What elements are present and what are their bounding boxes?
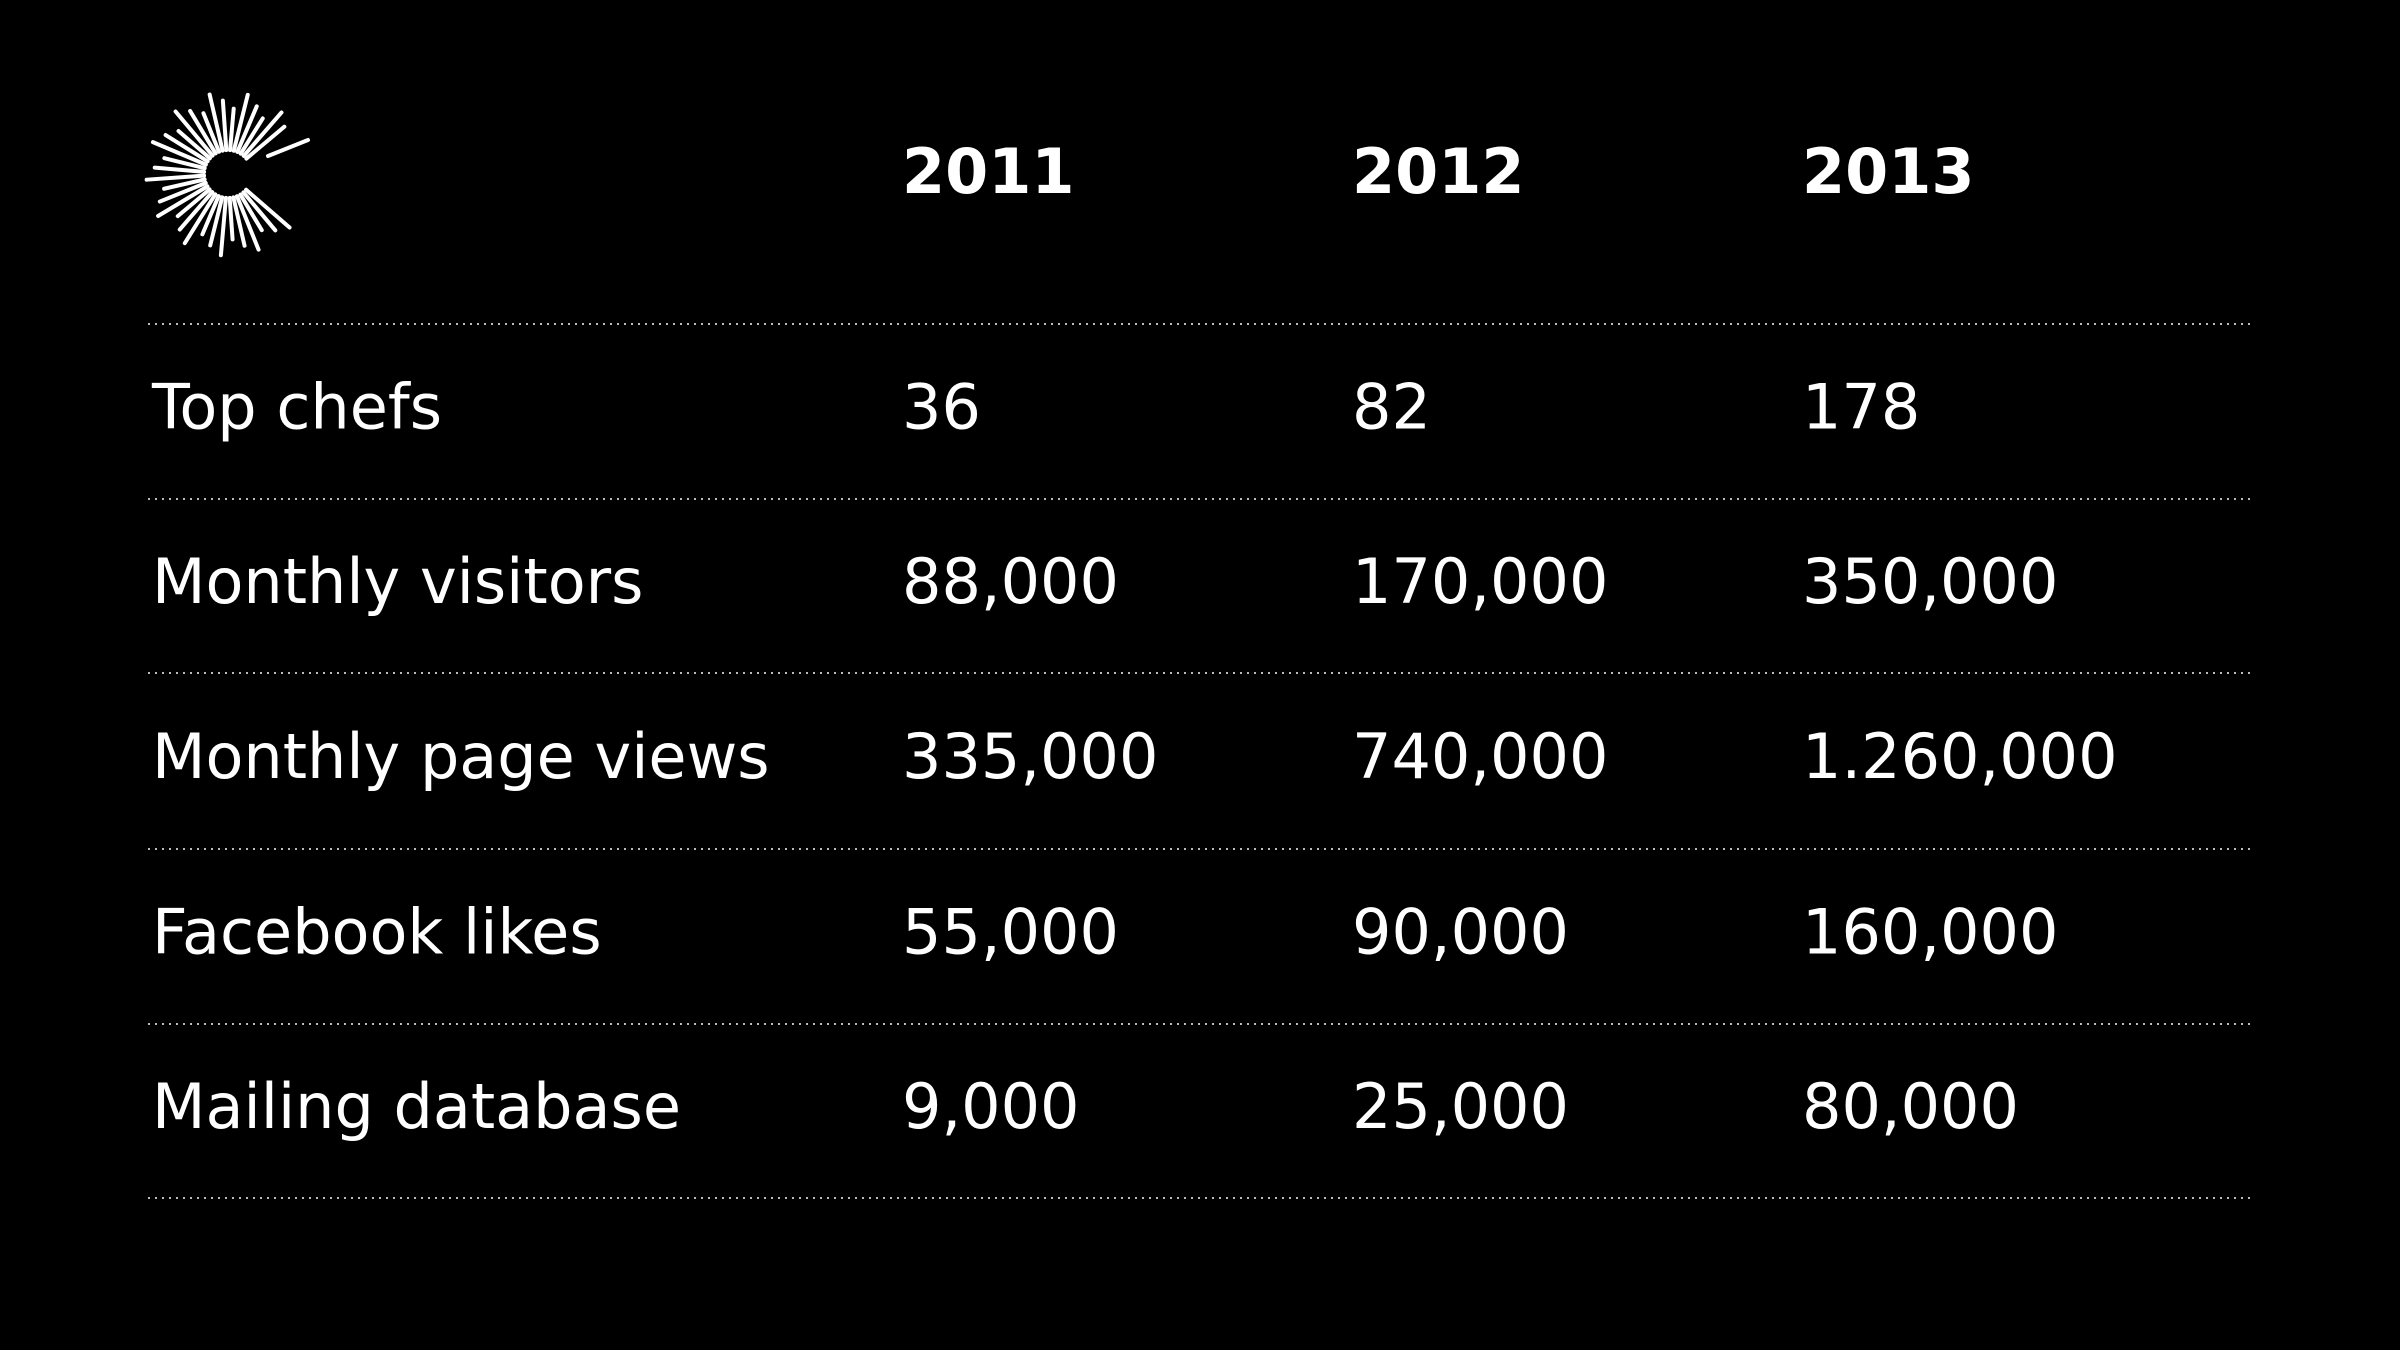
logo-ray [238,192,264,233]
logo [144,92,310,258]
logo-ray [234,194,261,252]
logo-ray [208,195,225,248]
cell-value: 88,000 [902,545,1119,618]
logo-ray [235,104,259,154]
row-label: Facebook likes [152,896,602,969]
logo-ray [157,180,208,204]
column-header: 2011 [902,135,1075,208]
logo-ray [238,116,265,156]
logo-ray [220,98,229,153]
logo-ray [227,195,235,242]
logo-ray [218,195,228,258]
logo-ray [182,192,218,246]
logo-ray [244,187,292,230]
logo-ray [244,124,287,161]
row-label: Top chefs [151,371,442,444]
logo-ray [144,173,207,182]
logo-ray [188,108,218,156]
cell-value: 90,000 [1352,896,1569,969]
logo-ray [266,138,310,158]
logo-ray [231,195,247,248]
logo-ray [231,92,250,153]
logo-ray [156,184,210,219]
cell-value: 350,000 [1802,545,2058,618]
row-label: Mailing database [152,1070,681,1143]
column-header: 2013 [1802,135,1975,208]
cell-value: 335,000 [902,720,1158,793]
row-label: Monthly page views [152,720,770,793]
cell-value: 1.260,000 [1802,720,2118,793]
cell-value: 80,000 [1802,1070,2019,1143]
logo-ray [200,194,221,237]
column-header: 2012 [1352,135,1525,208]
row-label: Monthly visitors [152,545,643,618]
cell-value: 170,000 [1352,545,1608,618]
cell-value: 160,000 [1802,896,2058,969]
logo-ray [241,190,278,233]
cell-value: 9,000 [902,1070,1080,1143]
cell-value: 36 [902,371,981,444]
cell-value: 55,000 [902,896,1119,969]
logo-ray [163,133,210,164]
logo-ray [241,110,284,158]
logo-ray [150,140,208,167]
cell-value: 82 [1352,371,1431,444]
cell-value: 25,000 [1352,1070,1569,1143]
cell-value: 740,000 [1352,720,1608,793]
logo-ray [175,187,212,219]
logo-ray [173,109,215,158]
cell-value: 178 [1802,371,1920,444]
logo-ray [162,156,207,171]
logo-ray [152,165,207,174]
logo-ray [207,92,225,153]
logo-ray [201,111,222,154]
logo-ray [162,177,207,191]
logo-ray [176,128,212,161]
logo-ray [228,106,236,153]
logo-ray [177,190,215,232]
